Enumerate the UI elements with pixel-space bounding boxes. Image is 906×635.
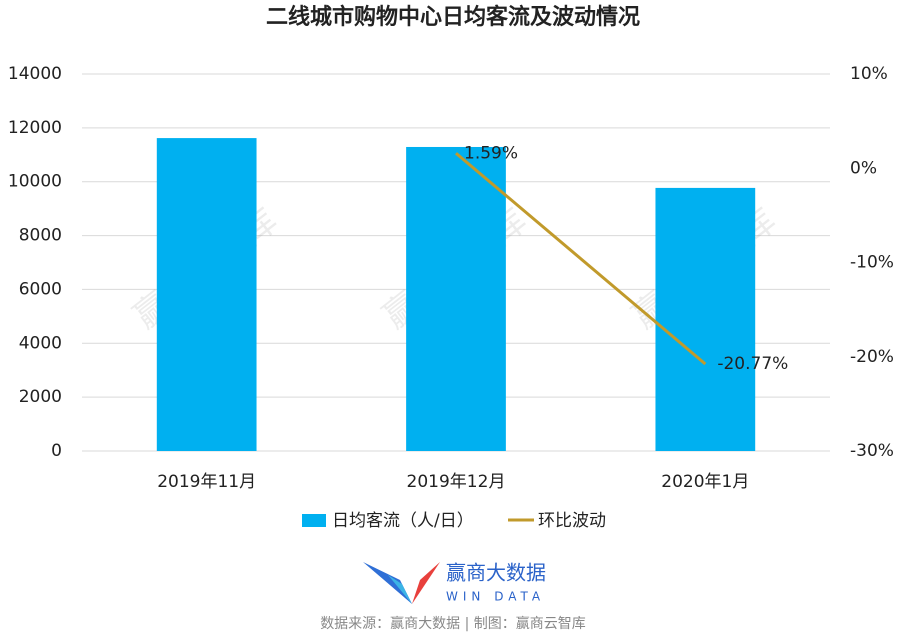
bar: [156, 138, 257, 451]
logo-name: 赢商大数据: [446, 561, 546, 585]
legend-swatch: [302, 514, 326, 527]
logo: [363, 562, 440, 604]
y-tick-label: 14000: [8, 64, 62, 84]
logo-shape: [363, 562, 412, 604]
y-tick-label: 8000: [19, 226, 62, 246]
y2-tick-label: -20%: [850, 347, 894, 367]
logo-shape: [388, 575, 412, 604]
x-tick-label: 2020年1月: [661, 472, 749, 492]
legend-label: 环比波动: [538, 511, 606, 531]
y2-tick-label: -10%: [850, 253, 894, 273]
y-tick-label: 6000: [19, 279, 62, 299]
line: [455, 152, 707, 366]
y-tick-label: 0: [51, 441, 62, 461]
logo-shape: [412, 562, 440, 604]
data-label: -20.77%: [717, 354, 788, 374]
y2-tick-label: 0%: [850, 158, 877, 178]
y2-tick-label: -30%: [850, 441, 894, 461]
y-tick-label: 10000: [8, 172, 62, 192]
y-tick-label: 12000: [8, 118, 62, 138]
y-tick-label: 4000: [19, 333, 62, 353]
logo-sub: WIN DATA: [446, 590, 545, 604]
y2-tick-label: 10%: [850, 64, 888, 84]
y-tick-label: 2000: [19, 387, 62, 407]
bar: [406, 146, 506, 451]
legend-label: 日均客流（人/日）: [332, 511, 474, 531]
chart-title: 二线城市购物中心日均客流及波动情况: [266, 4, 640, 30]
bar: [655, 187, 756, 452]
x-tick-label: 2019年11月: [157, 472, 256, 492]
source: 数据来源：赢商大数据 | 制图：赢商云智库: [320, 615, 586, 632]
x-tick-label: 2019年12月: [407, 472, 506, 492]
data-label: 1.59%: [464, 143, 518, 163]
